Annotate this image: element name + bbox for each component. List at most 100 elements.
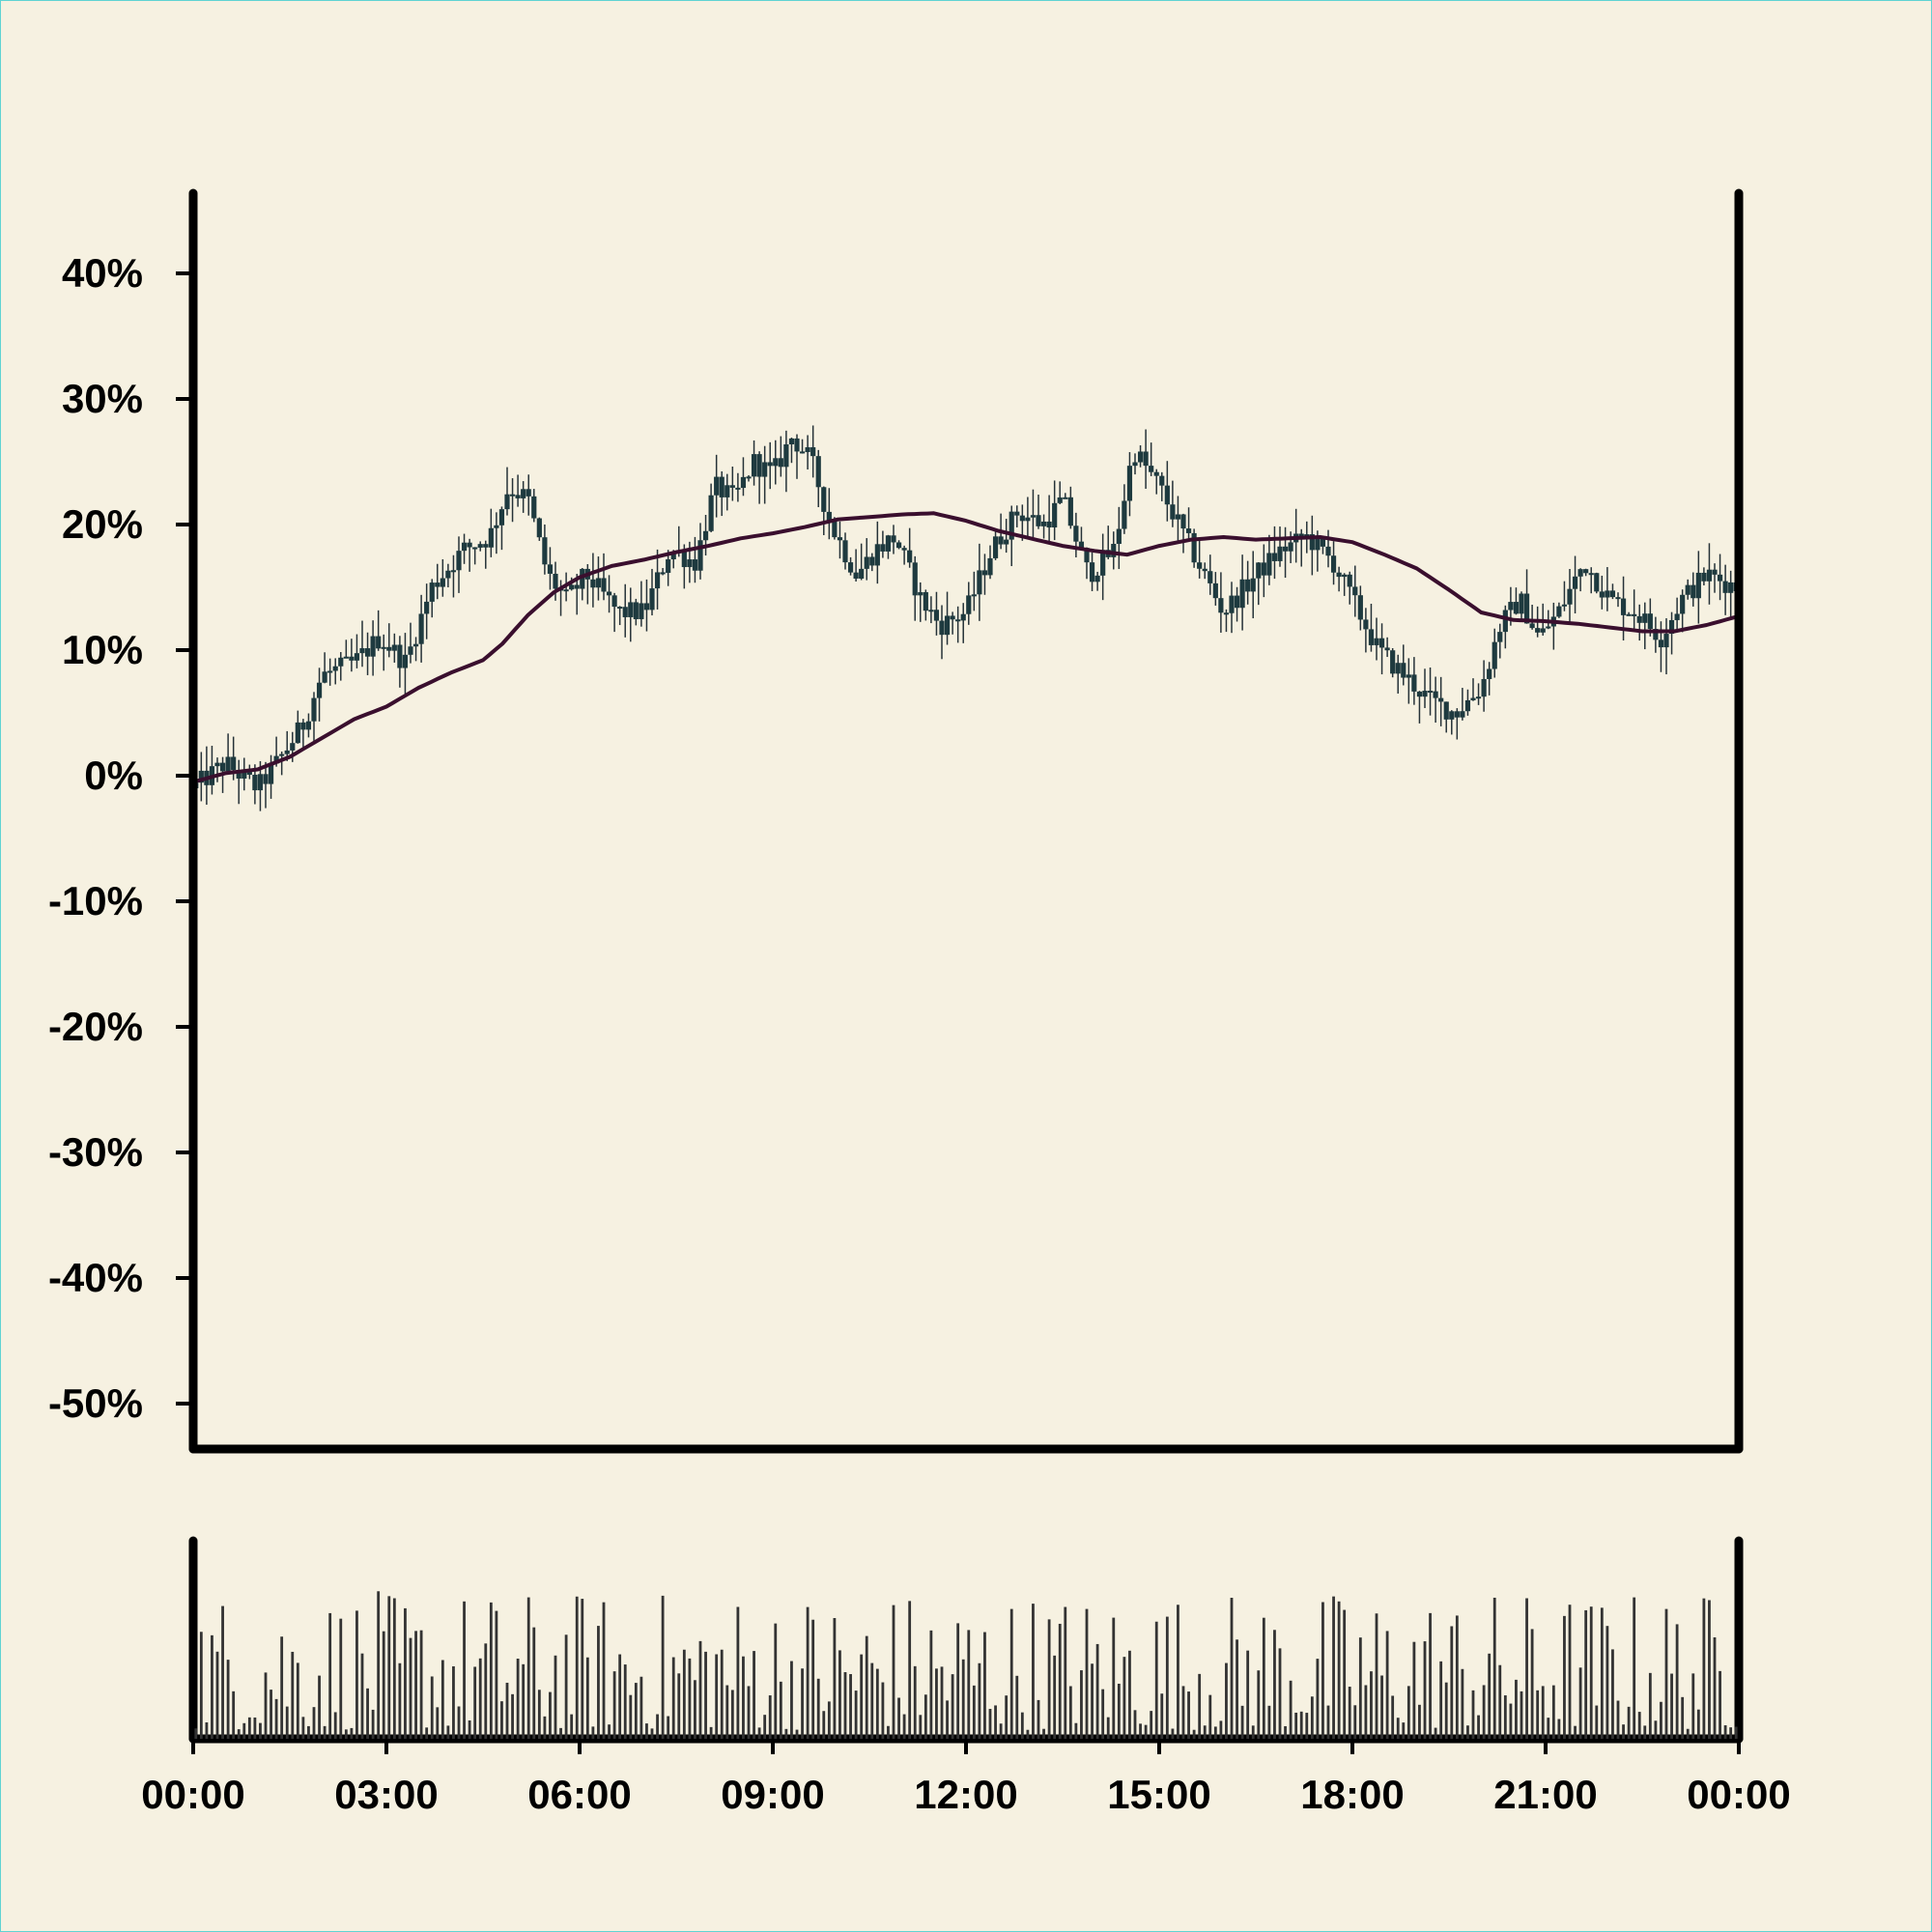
candle-body	[408, 646, 413, 655]
candle-body	[859, 568, 865, 579]
candle-body	[837, 537, 843, 541]
volume-bar	[1240, 1705, 1244, 1739]
candle-body	[1094, 575, 1100, 582]
candle-body	[580, 568, 585, 589]
y-tick-label: -10%	[48, 878, 143, 923]
volume-bar	[526, 1597, 530, 1739]
candle-body	[933, 610, 940, 621]
candle-body	[305, 721, 312, 730]
candle-body	[1401, 663, 1406, 678]
volume-bar	[709, 1726, 713, 1739]
volume-bar	[1058, 1623, 1062, 1739]
candle-body	[1416, 691, 1423, 697]
candle-body	[295, 722, 300, 744]
candle-body	[708, 495, 714, 531]
volume-bar	[463, 1601, 466, 1739]
candle-body	[504, 494, 510, 510]
volume-bar	[1557, 1719, 1561, 1739]
volume-bar	[629, 1694, 633, 1739]
volume-bar	[264, 1672, 268, 1739]
volume-bar	[1139, 1723, 1142, 1739]
volume-bar	[1589, 1606, 1593, 1739]
volume-bar	[253, 1717, 257, 1739]
candle-body	[370, 636, 376, 657]
candle-body	[397, 644, 403, 668]
candle-body	[895, 542, 902, 549]
candle-body	[783, 444, 789, 468]
volume-bar	[419, 1630, 423, 1739]
candle-body	[1695, 572, 1701, 599]
volume-bar	[199, 1632, 203, 1739]
volume-bar	[468, 1719, 471, 1739]
volume-bar	[232, 1690, 236, 1739]
candle-body	[762, 462, 768, 477]
volume-bar	[312, 1707, 316, 1739]
volume-bar	[1106, 1717, 1110, 1739]
candle-body	[1202, 568, 1208, 572]
candle-body	[1722, 581, 1728, 593]
volume-bar	[1429, 1612, 1432, 1739]
candle-body	[1191, 532, 1197, 563]
candle-body	[907, 550, 913, 563]
candle-body	[1658, 639, 1664, 648]
candle-body	[1680, 594, 1686, 614]
volume-bar	[1633, 1597, 1636, 1739]
volume-bar	[1294, 1712, 1298, 1739]
candle-body	[338, 657, 344, 667]
volume-bar	[1729, 1727, 1733, 1739]
volume-bar	[215, 1651, 219, 1739]
volume-bar	[1154, 1621, 1158, 1739]
candle-body	[1449, 711, 1455, 720]
volume-bar	[377, 1591, 381, 1739]
candle-body	[1663, 634, 1669, 648]
candle-body	[1647, 613, 1653, 630]
candle-body	[273, 755, 279, 764]
candle-body	[1063, 497, 1068, 499]
candle-body	[1609, 590, 1616, 598]
candle-body	[918, 592, 923, 596]
candle-body	[526, 489, 531, 497]
volume-bar	[1406, 1686, 1410, 1739]
candle-body	[1378, 638, 1385, 648]
volume-bar	[875, 1668, 879, 1739]
volume-bar	[1691, 1673, 1695, 1739]
candle-body	[214, 762, 220, 767]
candle-body	[853, 572, 859, 579]
candle-body	[322, 671, 327, 683]
volume-bar	[323, 1725, 327, 1739]
volume-bar	[1482, 1685, 1486, 1739]
volume-bar	[1418, 1704, 1421, 1739]
candle-body	[611, 595, 617, 608]
volume-bar	[1047, 1619, 1051, 1739]
candle-body	[1282, 546, 1289, 552]
candle-body	[1325, 546, 1331, 556]
volume-bar	[1402, 1722, 1406, 1739]
volume-bar	[961, 1659, 965, 1739]
volume-bar	[1643, 1725, 1647, 1739]
candle-body	[981, 570, 988, 576]
volume-bars	[194, 1591, 1738, 1739]
y-tick-label: -50%	[48, 1380, 143, 1426]
volume-bar	[1477, 1715, 1480, 1739]
candle-body	[424, 601, 430, 614]
candle-body	[1159, 475, 1165, 486]
candle-body	[944, 615, 951, 636]
candle-body	[1330, 555, 1337, 573]
volume-bar	[1520, 1690, 1523, 1739]
candle-body	[987, 557, 993, 576]
volume-bar	[618, 1654, 622, 1739]
candle-body	[1653, 629, 1659, 640]
candle-body	[923, 592, 928, 611]
volume-bar	[1723, 1725, 1727, 1739]
volume-bar	[457, 1706, 461, 1739]
candle-body	[553, 573, 558, 589]
candle-body	[1470, 697, 1476, 700]
candle-body	[1143, 451, 1149, 467]
candle-body	[874, 544, 880, 566]
candle-body	[1523, 593, 1530, 624]
volume-bar	[452, 1665, 455, 1739]
candle-body	[649, 588, 655, 611]
volume-bar	[1547, 1718, 1550, 1739]
candle-body	[670, 552, 676, 560]
candle-body	[1502, 610, 1508, 633]
